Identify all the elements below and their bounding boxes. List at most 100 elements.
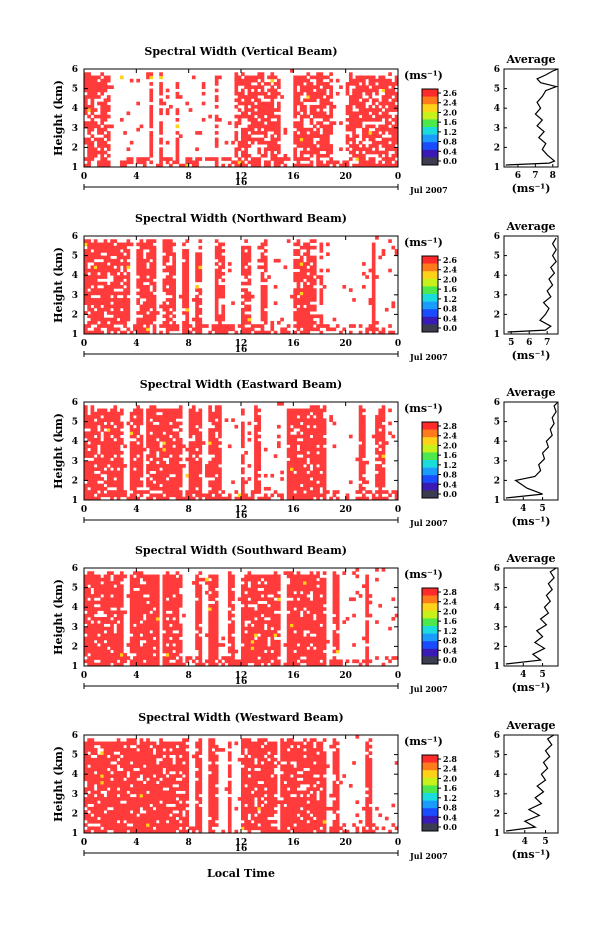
heatmap-cell (119, 298, 124, 302)
heatmap-cell (208, 607, 212, 611)
heatmap-cell (296, 483, 301, 488)
heatmap-cell (113, 294, 118, 299)
heatmap-cell (159, 304, 163, 309)
heatmap-cell (182, 268, 186, 273)
heatmap-cell (165, 613, 170, 618)
heatmap-cell (152, 633, 157, 637)
heatmap-cell (198, 447, 203, 452)
heatmap-cell (178, 464, 183, 468)
heatmap-cell (106, 424, 111, 429)
y-tick-label: 3 (72, 124, 78, 134)
heatmap-cell (84, 424, 88, 429)
heatmap-cell (146, 317, 150, 322)
heatmap-cell (322, 98, 327, 103)
heatmap-cell (103, 82, 108, 86)
heatmap-cell (198, 603, 203, 608)
heatmap-cell (211, 639, 216, 644)
heatmap-cell (224, 496, 229, 501)
heatmap-cell (106, 613, 111, 618)
heatmap-cell (273, 144, 278, 148)
heatmap-cell (384, 163, 389, 168)
heatmap-cell (322, 454, 327, 458)
heatmap-cell (309, 324, 314, 328)
heatmap-cell (90, 255, 95, 260)
heatmap-cell (87, 451, 91, 455)
heatmap-cell (296, 249, 301, 253)
heatmap-cell (299, 268, 304, 273)
heatmap-cell (355, 147, 360, 152)
heatmap-cell (306, 467, 311, 471)
heatmap-cell (227, 600, 232, 605)
heatmap-cell (129, 477, 134, 481)
heatmap-cell (371, 288, 376, 292)
heatmap-cell (106, 411, 111, 416)
heatmap-cell (352, 111, 356, 116)
heatmap-cell (244, 147, 248, 152)
heatmap-cell (182, 255, 186, 260)
heatmap-cell (368, 95, 373, 99)
heatmap-cell (365, 127, 369, 132)
heatmap-cell (250, 610, 255, 615)
heatmap-cell (375, 320, 379, 325)
heatmap-cell (211, 460, 216, 465)
heatmap-cell (90, 428, 95, 432)
heatmap-cell (355, 114, 360, 119)
heatmap-cell (211, 327, 216, 332)
heatmap-cell (159, 127, 163, 132)
heatmap-cell (247, 314, 252, 319)
heatmap-cell (110, 490, 114, 494)
heatmap-cell (296, 424, 301, 429)
heatmap-cell (113, 574, 118, 579)
heatmap-cell (319, 95, 324, 99)
heatmap-cell (286, 157, 291, 161)
heatmap-cell (110, 652, 114, 657)
heatmap-cell (312, 291, 317, 296)
heatmap-cell (175, 470, 180, 475)
heatmap-cell (241, 327, 245, 332)
heatmap-cell (188, 421, 193, 426)
heatmap-cell (293, 111, 298, 116)
heatmap-cell (345, 134, 350, 138)
heatmap-cell (221, 291, 226, 296)
heatmap-cell (208, 460, 212, 465)
heatmap-cell (211, 662, 216, 667)
heatmap-cell (375, 441, 379, 445)
heatmap-cell (93, 649, 98, 654)
heatmap-cell (188, 473, 193, 478)
heatmap-cell (358, 101, 363, 106)
heatmap-cell (299, 304, 304, 309)
heatmap-cell (103, 431, 108, 436)
heatmap-cell (100, 324, 105, 328)
heatmap-cell (358, 434, 363, 439)
heatmap-cell (198, 617, 203, 621)
heatmap-cell (270, 493, 275, 498)
heatmap-cell (172, 480, 176, 485)
heatmap-cell (191, 451, 196, 455)
heatmap-cell (309, 150, 314, 155)
heatmap-cell (211, 418, 216, 422)
heatmap-cell (178, 428, 183, 432)
y-tick-label: 1 (72, 163, 78, 173)
heatmap-cell (182, 288, 186, 292)
heatmap-cell (211, 581, 216, 585)
heatmap-cell (142, 633, 147, 637)
heatmap-cell (100, 646, 105, 651)
heatmap-cell (149, 98, 154, 103)
heatmap-cell (152, 268, 157, 273)
average-x-tick-label: 4 (520, 504, 526, 514)
heatmap-cell (286, 454, 291, 458)
heatmap-cell (149, 454, 154, 458)
heatmap-cell (371, 320, 376, 325)
heatmap-cell (247, 294, 252, 299)
heatmap-cell (100, 255, 105, 260)
heatmap-cell (113, 662, 118, 667)
heatmap-cell (241, 639, 245, 644)
heatmap-cell (129, 636, 134, 641)
heatmap-cell (155, 418, 160, 422)
heatmap-cell (254, 75, 258, 80)
heatmap-cell (316, 467, 320, 471)
heatmap-cell (195, 268, 199, 273)
heatmap-cell (381, 330, 386, 335)
heatmap-cell (316, 457, 320, 462)
heatmap-cell (93, 620, 98, 624)
